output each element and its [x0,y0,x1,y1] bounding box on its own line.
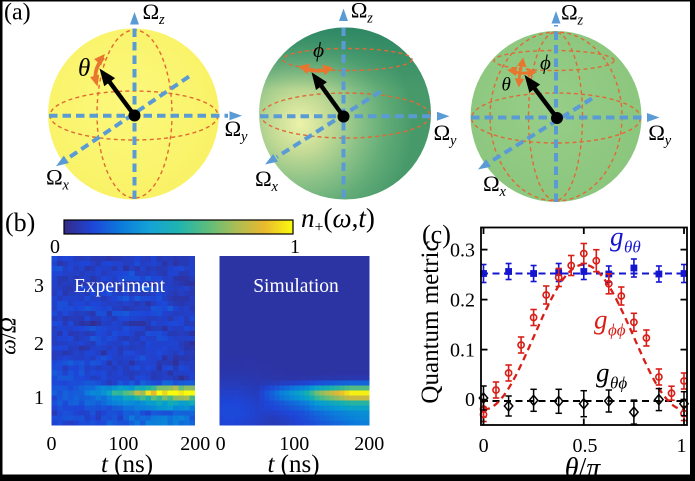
svg-text:Ω: Ω [46,165,63,190]
svg-text:θθ: θθ [624,238,641,257]
svg-text:θϕ: θϕ [610,374,627,393]
svg-text:3: 3 [34,275,44,297]
svg-text:Ω: Ω [143,0,160,24]
svg-text:y: y [239,129,248,145]
svg-text:z: z [577,13,584,29]
svg-text:n+(ω,t): n+(ω,t) [301,203,375,236]
svg-text:0: 0 [465,389,475,411]
svg-text:200: 200 [354,433,384,455]
svg-text:Ω: Ω [255,166,272,191]
svg-text:0: 0 [216,433,226,455]
svg-text:ω/Ω: ω/Ω [0,317,21,355]
svg-text:0.1: 0.1 [450,340,475,362]
svg-text:0: 0 [47,433,57,455]
svg-text:(b): (b) [5,208,35,237]
svg-text:y: y [448,133,457,149]
svg-text:(c): (c) [422,220,451,249]
svg-text:0.2: 0.2 [450,290,475,312]
svg-text:Ω: Ω [351,0,368,23]
svg-text:g: g [596,358,610,388]
svg-text:Ω: Ω [434,120,451,145]
svg-text:Quantum metric: Quantum metric [417,240,444,403]
svg-text:Simulation: Simulation [253,276,339,297]
svg-text:Ω: Ω [225,116,242,141]
svg-text:g: g [594,305,608,335]
svg-text:1: 1 [677,435,687,457]
svg-text:ϕ: ϕ [540,51,551,75]
svg-text:100: 100 [279,433,309,455]
svg-text:0: 0 [50,236,60,258]
svg-text:Experiment: Experiment [74,276,166,297]
svg-text:g: g [610,222,624,252]
svg-text:Ω: Ω [483,171,500,196]
svg-text:ϕϕ: ϕϕ [608,321,626,340]
svg-text:θ: θ [502,75,511,96]
svg-text:0: 0 [479,435,489,457]
svg-text:0.5: 0.5 [573,435,598,457]
svg-text:1: 1 [34,387,44,409]
svg-text:200: 200 [180,433,210,455]
svg-text:t (ns): t (ns) [101,451,153,478]
svg-text:0.3: 0.3 [450,240,475,262]
svg-text:100: 100 [108,433,138,455]
svg-text:y: y [663,133,672,149]
svg-text:x: x [271,179,279,195]
svg-text:(a): (a) [4,0,31,26]
svg-text:z: z [158,12,165,28]
svg-text:z: z [366,11,373,27]
svg-text:2: 2 [34,333,44,355]
svg-text:1: 1 [290,236,300,258]
svg-text:ϕ: ϕ [313,38,324,62]
svg-text:θ: θ [78,55,90,82]
svg-text:Ω: Ω [648,120,665,145]
svg-text:x: x [62,178,70,194]
svg-text:x: x [499,184,507,200]
svg-text:Ω: Ω [561,0,578,25]
svg-text:t (ns): t (ns) [267,451,319,478]
